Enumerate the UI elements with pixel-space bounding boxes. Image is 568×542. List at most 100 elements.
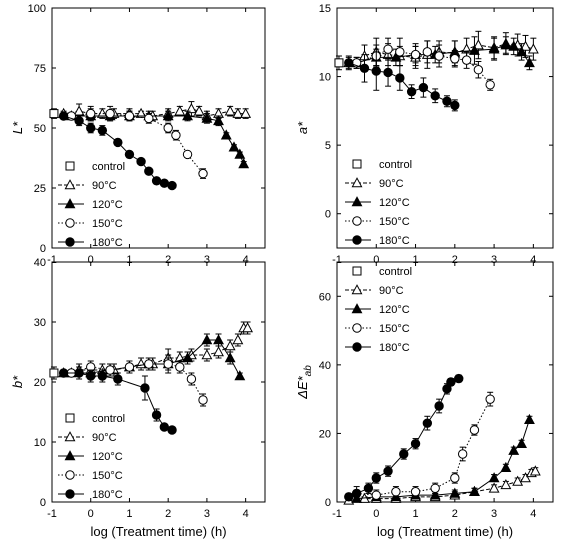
data-point: [344, 58, 354, 68]
legend-label: control: [379, 266, 412, 278]
data-point: [512, 475, 524, 486]
data-point: [174, 105, 186, 116]
data-point: [422, 47, 433, 57]
data-point: [182, 149, 193, 160]
data-point: [167, 180, 177, 191]
data-point: [454, 373, 464, 384]
series-150c: [351, 391, 495, 501]
data-point: [105, 365, 115, 375]
legend-marker: [64, 198, 76, 209]
legend-label: 180°C: [379, 342, 410, 354]
legend-label: 90°C: [379, 178, 404, 190]
y-tick-label: 40: [319, 360, 331, 372]
data-point: [520, 40, 531, 51]
legend-marker: [64, 450, 76, 461]
legend-label: 150°C: [92, 470, 123, 482]
data-point: [113, 137, 123, 148]
data-point: [167, 425, 177, 435]
data-point: [516, 46, 528, 57]
data-point: [399, 449, 409, 459]
legend-label: 90°C: [92, 180, 117, 192]
data-point: [395, 73, 405, 83]
x-tick-label: 4: [530, 508, 536, 520]
x-tick-label: 0: [373, 254, 379, 266]
data-point: [49, 109, 59, 119]
data-point: [429, 489, 441, 500]
data-point: [469, 485, 480, 497]
y-tick-label: 0: [40, 497, 46, 509]
data-point: [430, 483, 440, 493]
data-point: [363, 483, 374, 493]
y-tick-label: 75: [34, 63, 46, 75]
data-point: [97, 125, 108, 136]
data-point: [508, 444, 520, 455]
data-point: [516, 437, 528, 449]
x-tick-label: 3: [204, 508, 210, 520]
data-point: [508, 40, 520, 51]
data-point: [344, 492, 354, 502]
data-point: [529, 465, 541, 476]
data-point: [450, 100, 460, 111]
series-line: [348, 62, 456, 106]
data-point: [422, 418, 433, 428]
y-axis-title: b*: [10, 375, 25, 388]
series-120c: [351, 413, 535, 503]
legend-marker: [352, 266, 362, 276]
data-point: [383, 67, 393, 78]
legend-label: 180°C: [92, 237, 123, 249]
legend-label: 120°C: [379, 197, 410, 209]
data-point: [224, 352, 236, 363]
data-point: [334, 58, 344, 68]
data-point: [524, 56, 535, 68]
data-point: [242, 322, 254, 333]
data-point: [371, 490, 381, 500]
x-tick-label: 1: [126, 254, 132, 266]
data-point: [193, 105, 205, 116]
legend-label: 150°C: [379, 216, 410, 228]
data-point: [175, 362, 185, 372]
data-point: [351, 488, 362, 499]
data-point: [442, 384, 452, 394]
data-point: [163, 123, 173, 133]
data-point: [232, 107, 244, 118]
y-tick-label: 20: [319, 428, 331, 440]
series-line: [356, 398, 491, 496]
data-point: [469, 425, 480, 435]
data-point: [74, 368, 84, 378]
data-point: [500, 39, 512, 50]
legend: control 90°C 120°C 150°C 180°C: [345, 159, 412, 247]
y-tick-label: 30: [34, 317, 46, 329]
data-point: [461, 55, 472, 65]
x-tick-label: 1: [412, 254, 418, 266]
data-point: [500, 478, 512, 490]
x-tick-label: 4: [243, 254, 249, 266]
y-tick-label: 15: [319, 3, 331, 15]
legend: control 90°C 120°C 150°C 180°C: [58, 413, 125, 501]
data-point: [390, 51, 402, 62]
data-point: [457, 449, 468, 459]
data-point: [434, 401, 444, 411]
data-point: [151, 410, 162, 420]
x-tick-label: 3: [491, 254, 497, 266]
series-line: [63, 115, 173, 187]
data-point: [410, 487, 421, 497]
y-axis-title: L*: [10, 121, 25, 134]
data-point: [151, 176, 162, 186]
data-point: [450, 473, 460, 483]
x-tick-label: -1: [47, 508, 57, 520]
series-150c: [66, 105, 208, 179]
data-point: [213, 114, 224, 126]
y-tick-label: 25: [34, 183, 46, 195]
data-point: [201, 334, 213, 345]
data-point: [410, 49, 421, 60]
legend-marker: [65, 161, 75, 171]
data-point: [224, 340, 236, 351]
x-tick-label: 0: [373, 508, 379, 520]
data-point: [472, 39, 484, 50]
data-point: [186, 374, 197, 384]
data-point: [136, 156, 146, 167]
data-point: [124, 149, 135, 160]
